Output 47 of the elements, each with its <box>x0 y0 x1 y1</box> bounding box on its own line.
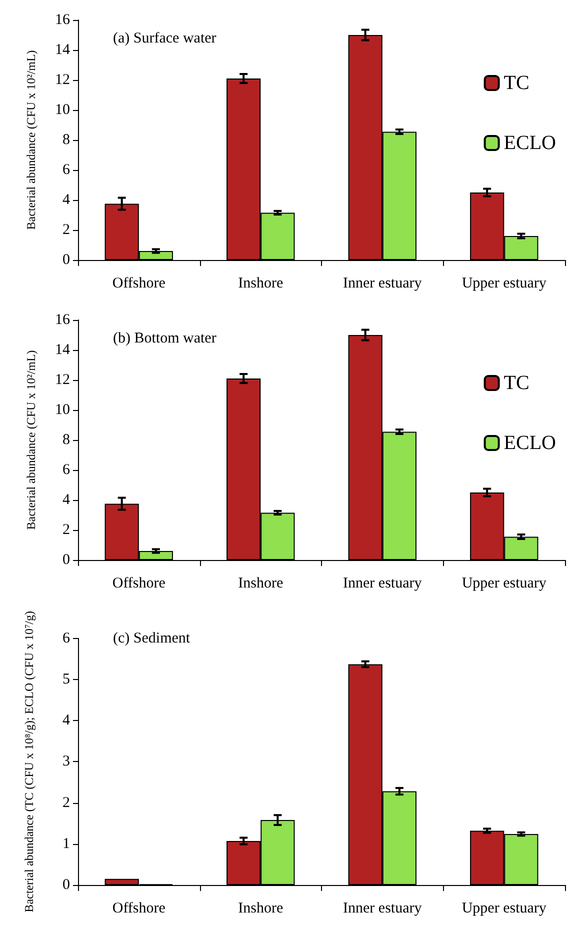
legend-label: ECLO <box>504 132 556 154</box>
legend-label: TC <box>504 72 530 94</box>
x-tick-label: Inner estuary <box>343 576 422 592</box>
x-tick-label: Upper estuary <box>462 576 547 592</box>
y-axis-title: Bacterial abundance (TC (CFU x 10⁸/g); ECLO (CFU x 10⁷/g) <box>22 610 36 912</box>
text: (b) Bottom water <box>113 330 216 346</box>
y-tick-label: 12 <box>55 372 70 388</box>
y-tick-label: 2 <box>62 522 70 538</box>
y-tick-label: 6 <box>62 462 70 478</box>
legend-label: ECLO <box>504 432 556 454</box>
x-tick-label: Inshore <box>238 276 284 292</box>
y-tick-label: 1 <box>62 836 70 852</box>
x-tick-label: Inshore <box>238 900 284 916</box>
y-tick-label: 4 <box>62 712 70 729</box>
chart-title: (c) Sediment <box>113 630 191 646</box>
x-tick-label: Offshore <box>112 900 166 916</box>
y-tick-label: 0 <box>62 552 70 568</box>
y-tick-label: 6 <box>62 162 70 178</box>
y-tick-label: 6 <box>62 630 70 646</box>
x-tick-label: Inner estuary <box>343 276 422 292</box>
y-tick-label: 8 <box>62 432 70 448</box>
x-tick-label: Upper estuary <box>462 276 547 292</box>
y-tick-label: 2 <box>62 222 70 238</box>
y-tick-label: 10 <box>55 102 70 118</box>
y-tick-label: 14 <box>55 342 70 358</box>
y-tick-label: 14 <box>55 42 70 58</box>
y-tick-label: 12 <box>55 72 70 88</box>
x-tick-label: Upper estuary <box>462 900 547 916</box>
y-tick-label: 0 <box>62 877 70 893</box>
y-tick-label: 0 <box>62 252 70 268</box>
y-tick-label: 5 <box>62 671 70 688</box>
x-tick-label: Inner estuary <box>343 900 422 916</box>
y-tick-label: 10 <box>55 402 70 418</box>
y-tick-label: 3 <box>62 754 70 770</box>
y-axis-title: Bacterial abundance (CFU x 10²/mL) <box>24 50 38 230</box>
y-tick-label: 8 <box>62 132 70 148</box>
text: (a) Surface water <box>113 30 216 46</box>
y-tick-label: 16 <box>55 312 70 328</box>
y-axis-title: Bacterial abundance (CFU x 10²/mL) <box>24 350 38 530</box>
y-tick-label: 4 <box>62 192 70 208</box>
y-tick-label: 4 <box>62 492 70 508</box>
y-tick-label: 2 <box>62 794 70 811</box>
x-tick-label: Offshore <box>112 276 166 292</box>
x-tick-label: Inshore <box>238 576 284 592</box>
legend-label: TC <box>504 372 530 394</box>
x-tick-label: Offshore <box>112 576 166 592</box>
y-tick-label: 16 <box>55 12 70 28</box>
